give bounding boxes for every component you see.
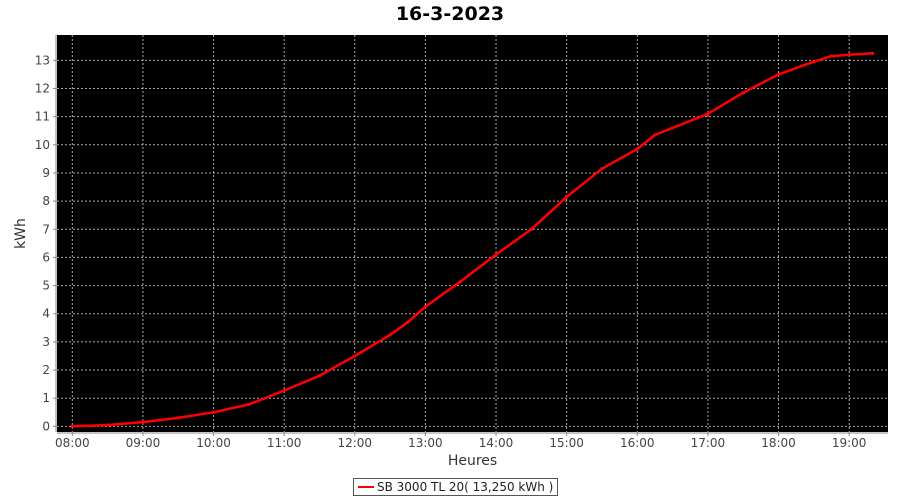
data-point xyxy=(529,227,533,231)
x-tick-label: 12:00 xyxy=(337,436,372,450)
x-tick-label: 14:00 xyxy=(479,436,514,450)
data-point xyxy=(565,195,569,199)
x-tick-label: 18:00 xyxy=(761,436,796,450)
y-tick-label: 10 xyxy=(35,138,50,152)
data-point xyxy=(406,320,410,324)
y-tick-label: 3 xyxy=(42,335,50,349)
data-point xyxy=(70,424,74,428)
data-point xyxy=(141,420,145,424)
x-tick-label: 13:00 xyxy=(408,436,443,450)
y-tick-label: 7 xyxy=(42,222,50,236)
x-tick-label: 16:00 xyxy=(620,436,655,450)
y-tick-label: 4 xyxy=(42,307,50,321)
y-tick-label: 11 xyxy=(35,110,50,124)
y-tick-label: 6 xyxy=(42,250,50,264)
legend-label: SB 3000 TL 20( 13,250 kWh ) xyxy=(377,480,554,494)
data-point xyxy=(847,53,851,57)
data-point xyxy=(317,374,321,378)
data-point xyxy=(388,333,392,337)
data-point xyxy=(706,112,710,116)
data-point xyxy=(423,305,427,309)
y-tick-label: 5 xyxy=(42,279,50,293)
x-tick-label: 08:00 xyxy=(55,436,90,450)
y-tick-label: 2 xyxy=(42,363,50,377)
x-tick-label: 17:00 xyxy=(691,436,726,450)
data-point xyxy=(176,416,180,420)
data-point xyxy=(871,51,875,55)
data-point xyxy=(459,279,463,283)
data-point xyxy=(600,167,604,171)
data-point xyxy=(830,54,834,58)
data-point xyxy=(353,354,357,358)
data-point xyxy=(494,253,498,257)
legend-swatch xyxy=(358,486,374,488)
x-tick-label: 11:00 xyxy=(267,436,302,450)
chart-title: 16-3-2023 xyxy=(395,3,505,25)
y-tick-label: 0 xyxy=(42,419,50,433)
x-tick-label: 09:00 xyxy=(126,436,161,450)
data-point xyxy=(812,60,816,64)
data-point xyxy=(741,91,745,95)
data-point xyxy=(671,126,675,130)
legend: SB 3000 TL 20( 13,250 kWh ) xyxy=(353,478,559,496)
y-tick-label: 8 xyxy=(42,194,50,208)
data-point xyxy=(635,147,639,151)
data-point xyxy=(777,72,781,76)
y-tick-label: 13 xyxy=(35,53,50,67)
x-axis-label: Heures xyxy=(448,453,497,469)
y-tick-label: 12 xyxy=(35,81,50,95)
y-tick-label: 1 xyxy=(42,391,50,405)
data-point xyxy=(282,389,286,393)
data-point xyxy=(653,133,657,137)
y-tick-label: 9 xyxy=(42,166,50,180)
data-point xyxy=(212,410,216,414)
x-tick-label: 19:00 xyxy=(832,436,867,450)
y-axis-label: kWh xyxy=(13,218,29,249)
x-tick-label: 10:00 xyxy=(196,436,231,450)
x-tick-label: 15:00 xyxy=(549,436,584,450)
data-point xyxy=(106,423,110,427)
plot-area xyxy=(57,35,888,432)
data-point xyxy=(247,402,251,406)
